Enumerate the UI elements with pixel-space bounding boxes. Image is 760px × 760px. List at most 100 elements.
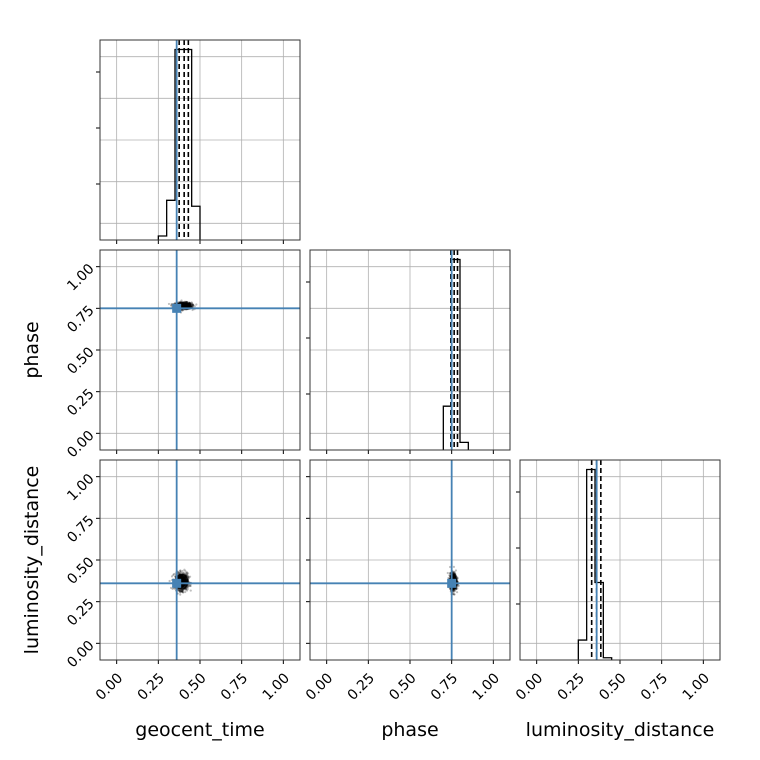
scatter-point [186, 588, 189, 591]
scatter-panel-geocent_time-luminosity_distance: 0.000.250.500.751.00luminosity_distance0… [21, 459, 301, 741]
scatter-point [182, 572, 186, 575]
scatter-point [456, 576, 459, 579]
scatter-point [167, 302, 171, 306]
scatter-point [185, 571, 188, 574]
scatter-point [181, 574, 185, 577]
scatter-point [180, 586, 184, 589]
scatter-point [185, 589, 189, 592]
scatter-point [180, 586, 183, 589]
panel-frame [99, 249, 301, 451]
scatter-point [188, 575, 192, 578]
scatter-point [180, 580, 184, 583]
scatter-point [191, 303, 194, 306]
y-tick-label: 0.25 [64, 596, 97, 629]
scatter-point [178, 589, 181, 592]
scatter-point [180, 580, 183, 583]
scatter-point [192, 304, 195, 307]
scatter-point [180, 578, 183, 582]
injection-marker [172, 303, 182, 313]
scatter-point [170, 304, 173, 307]
scatter-point [185, 587, 188, 590]
scatter-point [181, 579, 185, 583]
scatter-point [181, 580, 184, 583]
x-tick-label: 0.25 [555, 670, 588, 703]
scatter-point [187, 584, 190, 587]
panel-frame [309, 249, 511, 451]
scatter-point [184, 571, 188, 575]
scatter-point [188, 304, 191, 308]
panel-frame [519, 459, 721, 661]
scatter-point [180, 590, 183, 593]
scatter-point [456, 580, 459, 583]
x-tick-label: 0.00 [513, 670, 546, 703]
scatter-point [180, 299, 183, 302]
y-tick-label: 0.50 [64, 344, 97, 377]
scatter-point [180, 580, 184, 583]
scatter-point [455, 587, 458, 590]
scatter-point [170, 303, 173, 306]
scatter-point [181, 571, 185, 575]
scatter-point [181, 580, 184, 583]
scatter-point [181, 579, 185, 582]
scatter-point [185, 573, 189, 576]
x-tick-label: 0.50 [386, 670, 419, 703]
panel-frame [99, 39, 301, 241]
scatter-point [191, 305, 194, 308]
scatter-point [452, 574, 455, 577]
scatter-point [456, 583, 459, 587]
panel-frame [309, 459, 511, 661]
scatter-point [190, 305, 194, 308]
scatter-point [186, 575, 190, 578]
scatter-point [173, 587, 176, 590]
scatter-point [181, 579, 184, 582]
scatter-point [180, 579, 184, 582]
scatter-point [189, 589, 192, 592]
scatter-point [179, 571, 182, 574]
scatter-point [456, 576, 459, 580]
scatter-point [181, 579, 184, 583]
scatter-point [179, 570, 183, 573]
scatter-point [448, 571, 452, 575]
scatter-point [183, 568, 186, 571]
scatter-point [181, 590, 184, 593]
scatter-point [191, 303, 194, 306]
scatter-point [179, 593, 182, 596]
scatter-point [170, 575, 174, 578]
scatter-point [180, 586, 183, 589]
histogram-panel-phase [306, 249, 511, 454]
scatter-point [452, 589, 455, 593]
scatter-point [446, 571, 449, 575]
histogram-step-phase [442, 258, 469, 450]
x-tick-label: 1.00 [470, 670, 503, 703]
scatter-point [191, 308, 194, 312]
scatter-point [188, 584, 192, 588]
scatter-point [180, 580, 183, 583]
scatter-point [179, 569, 182, 572]
scatter-point [180, 579, 183, 582]
scatter-point [178, 590, 182, 593]
scatter-point [179, 589, 182, 592]
scatter-point [181, 580, 184, 583]
scatter-point [171, 587, 174, 590]
scatter-point [181, 589, 184, 592]
scatter-point [189, 584, 192, 588]
scatter-point [177, 589, 180, 592]
scatter-point [174, 575, 177, 578]
x-tick-label: 0.75 [638, 670, 671, 703]
scatter-point [453, 589, 457, 592]
x-tick-label: 0.75 [428, 670, 461, 703]
scatter-point [190, 301, 193, 304]
scatter-point [181, 579, 184, 582]
scatter-point [180, 580, 184, 583]
scatter-point [187, 584, 190, 588]
injection-marker [172, 578, 182, 588]
y-tick-label: 0.75 [64, 303, 97, 336]
scatter-point [181, 579, 184, 582]
scatter-point [181, 579, 184, 582]
scatter-point [453, 570, 456, 573]
scatter-point [456, 577, 459, 580]
scatter-point [188, 301, 191, 304]
x-tick-label: 0.00 [93, 670, 126, 703]
scatter-point [180, 579, 184, 582]
